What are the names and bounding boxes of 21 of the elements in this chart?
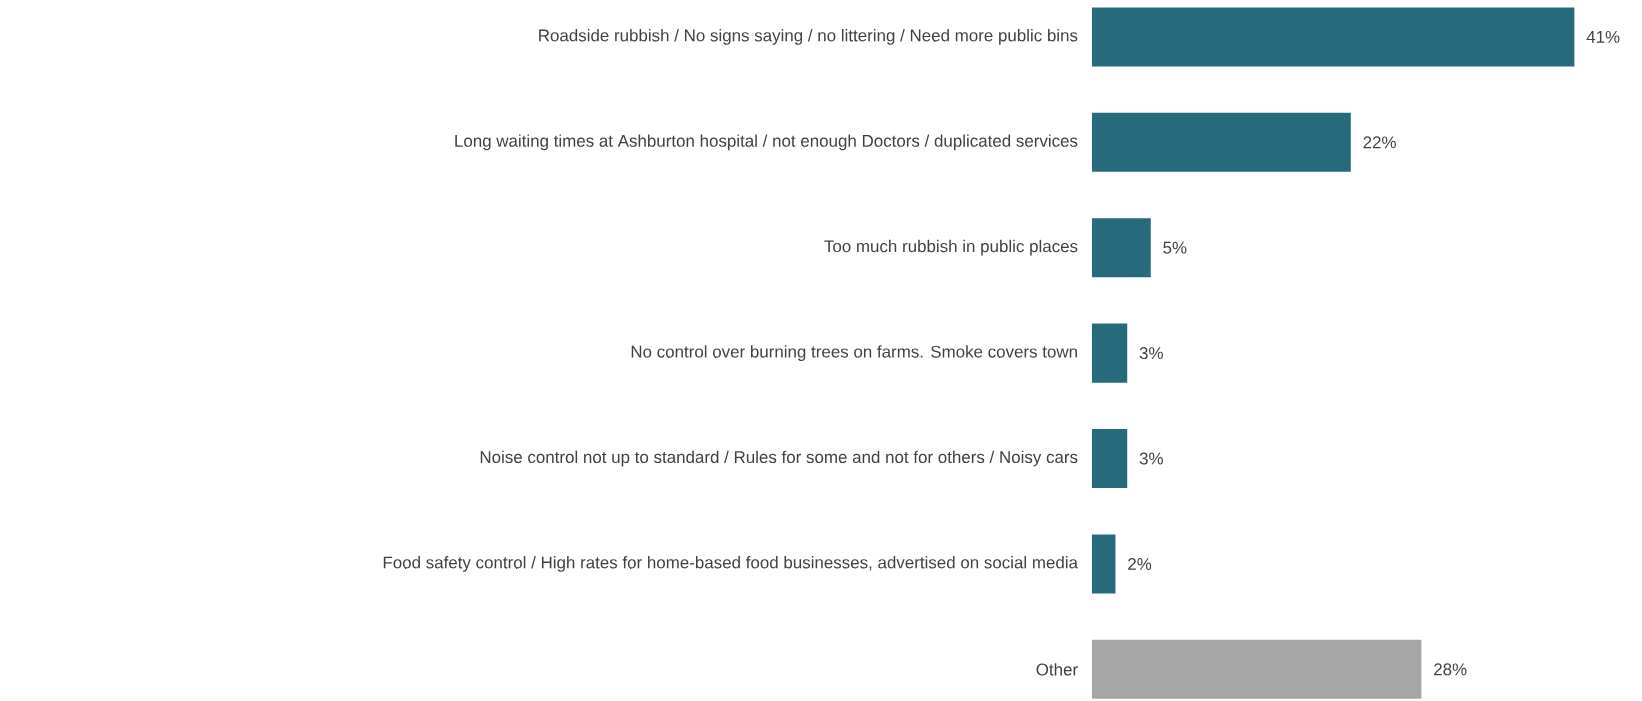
bar bbox=[1091, 429, 1128, 489]
bar bbox=[1091, 323, 1128, 383]
y-tick-label: Roadside rubbish / No signs saying / no littering / Need more public bins bbox=[539, 29, 1078, 45]
y-tick-label: No control over burning trees on farms. Smoke covers town bbox=[631, 345, 1077, 362]
data-label: 22% bbox=[1363, 136, 1396, 149]
bar bbox=[1091, 112, 1351, 172]
y-tick-label: Long waiting times at Ashburton hospital / not enough Doctors / duplicated services bbox=[455, 134, 1078, 151]
y-tick-label: Food safety control / High rates for home-based food businesses, advertised on social media bbox=[383, 556, 1078, 572]
data-label: 41% bbox=[1586, 30, 1620, 43]
bar bbox=[1091, 639, 1422, 699]
data-label: 28% bbox=[1434, 663, 1467, 676]
y-tick-label: Other bbox=[1036, 663, 1078, 676]
bar bbox=[1091, 534, 1116, 594]
data-label: 3% bbox=[1139, 347, 1163, 360]
bar bbox=[1091, 7, 1575, 67]
bar bbox=[1091, 218, 1151, 278]
data-label: 3% bbox=[1139, 452, 1163, 465]
y-tick-label: Noise control not up to standard / Rules for some and not for others / Noisy cars bbox=[480, 450, 1078, 467]
y-tick-label: Too much rubbish in public places bbox=[824, 239, 1078, 256]
data-label: 5% bbox=[1163, 241, 1187, 254]
data-label: 2% bbox=[1128, 557, 1152, 570]
